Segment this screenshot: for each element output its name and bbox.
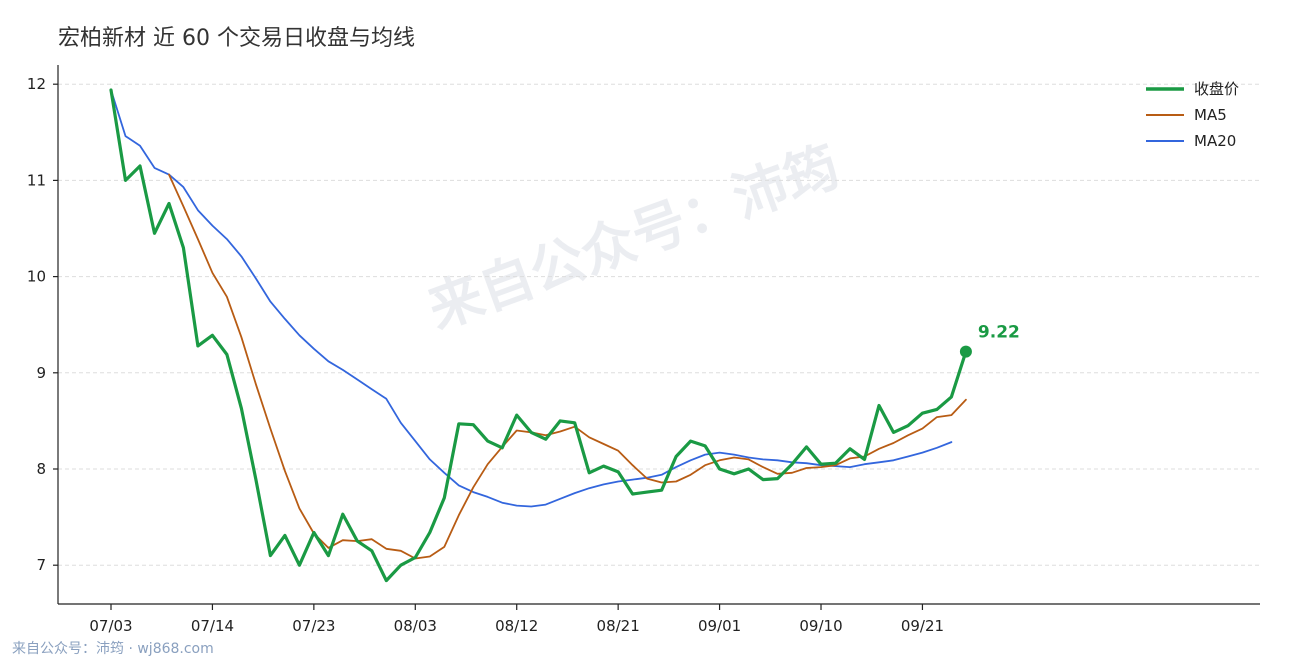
legend-ma20-label: MA20 (1194, 132, 1236, 150)
x-tick-label: 09/01 (698, 617, 741, 635)
footer-watermark: 来自公众号：沛筠 · wj868.com (12, 640, 214, 657)
legend-close-label: 收盘价 (1194, 80, 1239, 98)
y-tick-label: 7 (36, 556, 46, 574)
x-tick-label: 09/10 (799, 617, 842, 635)
chart-title: 宏柏新材 近 60 个交易日收盘与均线 (58, 26, 415, 51)
last-point-marker (959, 345, 972, 358)
x-tick-label: 09/21 (901, 617, 944, 635)
center-watermark: 来自公众号：沛筠 (420, 134, 847, 341)
axes (57, 65, 1260, 605)
series-line-ma20 (110, 89, 953, 508)
series-line-ma5 (168, 173, 967, 560)
gridlines (58, 83, 1260, 566)
legend-ma5-label: MA5 (1194, 106, 1227, 124)
y-tick-label: 11 (27, 171, 46, 189)
x-tick-label: 07/23 (292, 617, 335, 635)
y-tick-label: 10 (27, 268, 46, 286)
y-ticks: 7 8 9 10 11 12 (27, 75, 58, 574)
series-line-close (109, 88, 968, 583)
x-tick-label: 08/21 (597, 617, 640, 635)
x-ticks: 07/03 07/14 07/23 08/03 08/12 08/21 09/01 09/10… (89, 604, 944, 635)
last-value-label: 9.22 (978, 323, 1020, 343)
y-tick-label: 9 (36, 364, 46, 382)
legend: 收盘价 MA5 MA20 (1146, 80, 1239, 150)
y-tick-label: 12 (27, 75, 46, 93)
x-tick-label: 08/12 (495, 617, 538, 635)
x-tick-label: 07/03 (89, 617, 132, 635)
x-tick-label: 08/03 (394, 617, 437, 635)
series-lines: 9.22 (109, 88, 1020, 583)
y-tick-label: 8 (36, 460, 46, 478)
x-tick-label: 07/14 (191, 617, 234, 635)
